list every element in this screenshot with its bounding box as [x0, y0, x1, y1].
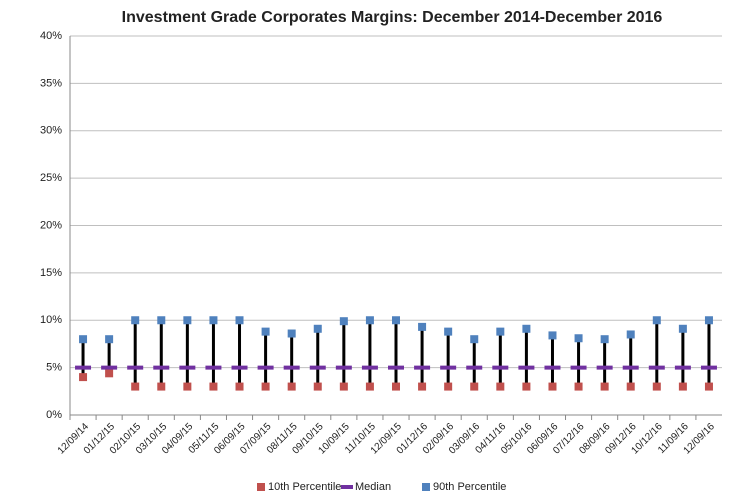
median-marker: [674, 365, 691, 370]
median-marker: [648, 365, 665, 370]
median-marker: [283, 365, 300, 370]
median-marker: [570, 365, 587, 370]
low-marker: [287, 382, 296, 391]
high-marker: [600, 335, 609, 344]
high-marker: [652, 316, 661, 325]
high-marker: [522, 324, 531, 333]
low-marker: [261, 382, 270, 391]
high-marker: [79, 335, 88, 344]
low-marker: [548, 382, 557, 391]
median-marker: [257, 365, 274, 370]
high-marker: [131, 316, 140, 325]
high-marker: [444, 327, 453, 336]
high-marker: [418, 322, 427, 331]
median-marker: [127, 365, 144, 370]
legend-swatch: [422, 483, 430, 491]
median-marker: [596, 365, 613, 370]
high-marker: [678, 324, 687, 333]
legend-label: 90th Percentile: [433, 481, 506, 493]
high-marker: [574, 334, 583, 343]
high-marker: [261, 327, 270, 336]
high-marker: [105, 335, 114, 344]
high-marker: [183, 316, 192, 325]
y-tick-label: 25%: [40, 172, 62, 184]
low-marker: [626, 382, 635, 391]
high-marker: [470, 335, 479, 344]
low-marker: [600, 382, 609, 391]
high-marker: [157, 316, 166, 325]
low-marker: [183, 382, 192, 391]
low-marker: [365, 382, 374, 391]
low-marker: [496, 382, 505, 391]
y-tick-label: 15%: [40, 267, 62, 279]
y-tick-label: 5%: [46, 362, 62, 374]
low-marker: [313, 382, 322, 391]
median-marker: [414, 365, 431, 370]
median-marker: [179, 365, 196, 370]
median-marker: [492, 365, 509, 370]
y-tick-label: 35%: [40, 77, 62, 89]
high-marker: [365, 316, 374, 325]
high-marker: [313, 324, 322, 333]
high-marker: [392, 316, 400, 325]
high-marker: [209, 316, 218, 325]
legend-swatch: [257, 483, 265, 491]
median-marker: [440, 365, 457, 370]
median-marker: [101, 365, 118, 370]
y-tick-label: 30%: [40, 125, 62, 137]
median-marker: [309, 365, 326, 370]
low-marker: [444, 382, 453, 391]
low-marker: [105, 369, 114, 378]
median-marker: [518, 365, 535, 370]
legend-swatch: [341, 485, 353, 489]
high-marker: [339, 317, 348, 326]
median-marker: [700, 365, 717, 370]
median-marker: [466, 365, 483, 370]
low-marker: [522, 382, 531, 391]
low-marker: [131, 382, 140, 391]
y-tick-label: 10%: [40, 314, 62, 326]
low-marker: [418, 382, 427, 391]
low-marker: [209, 382, 218, 391]
median-marker: [335, 365, 352, 370]
low-marker: [339, 382, 348, 391]
y-tick-label: 0%: [46, 409, 62, 421]
low-marker: [79, 373, 88, 382]
median-marker: [205, 365, 222, 370]
low-marker: [157, 382, 166, 391]
median-marker: [153, 365, 170, 370]
high-marker: [496, 327, 505, 336]
low-marker: [574, 382, 583, 391]
high-marker: [235, 316, 244, 325]
low-marker: [470, 382, 479, 391]
high-marker: [287, 329, 296, 338]
median-marker: [388, 365, 404, 370]
median-marker: [361, 365, 378, 370]
legend-label: Median: [355, 481, 391, 493]
high-marker: [548, 331, 557, 340]
high-marker: [626, 330, 635, 339]
legend-label: 10th Percentile: [268, 481, 341, 493]
low-marker: [392, 382, 400, 391]
y-tick-label: 40%: [40, 30, 62, 42]
chart-title: Investment Grade Corporates Margins: Dec…: [122, 9, 663, 26]
median-marker: [231, 365, 248, 370]
high-marker: [704, 316, 713, 325]
median-marker: [544, 365, 561, 370]
median-marker: [75, 365, 92, 370]
low-marker: [678, 382, 687, 391]
median-marker: [622, 365, 639, 370]
low-marker: [652, 382, 661, 391]
low-marker: [704, 382, 713, 391]
y-tick-label: 20%: [40, 219, 62, 231]
low-marker: [235, 382, 244, 391]
